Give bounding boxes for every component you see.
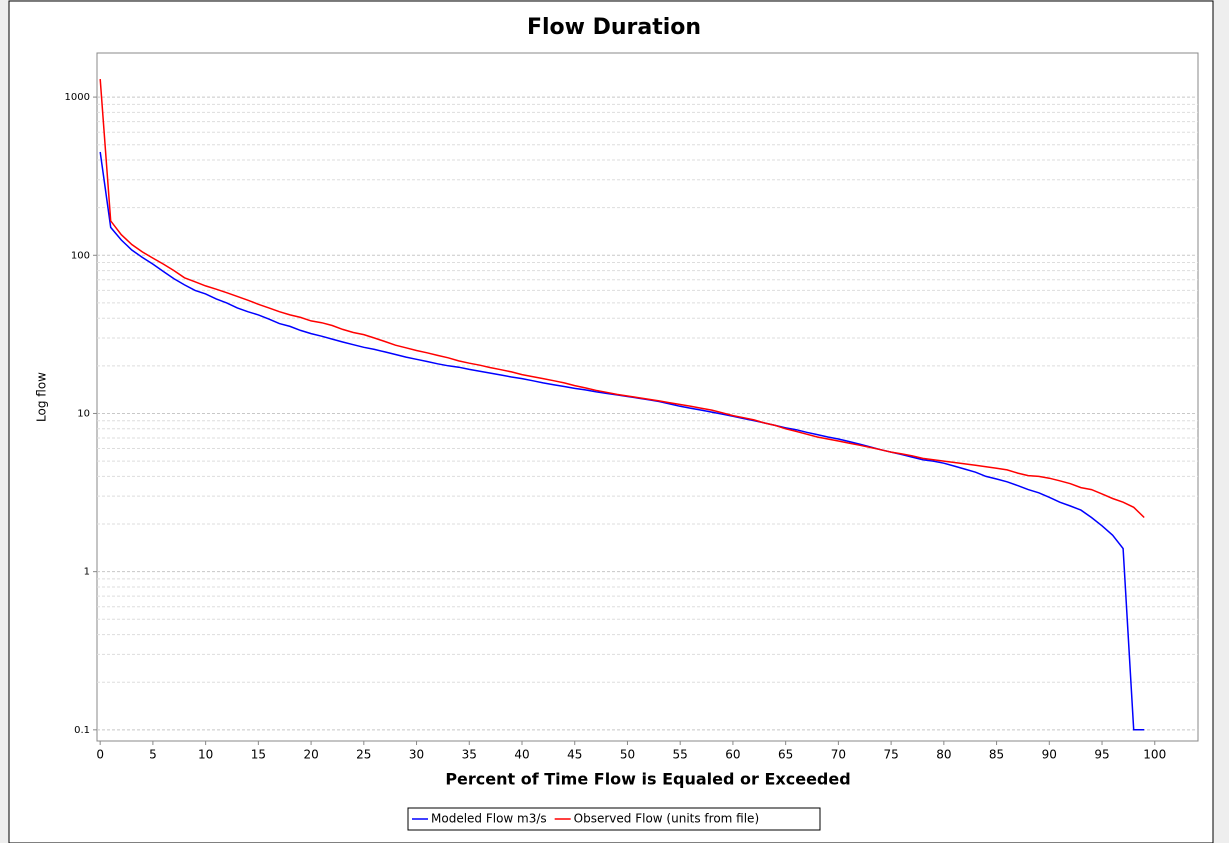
- y-tick-label: 100: [71, 250, 90, 261]
- x-tick-label: 100: [1143, 748, 1166, 762]
- legend-label: Observed Flow (units from file): [574, 812, 759, 826]
- y-tick-label: 10: [77, 408, 90, 419]
- x-tick-label: 35: [462, 748, 477, 762]
- x-tick-label: 40: [514, 748, 529, 762]
- x-tick-label: 85: [989, 748, 1004, 762]
- x-tick-label: 45: [567, 748, 582, 762]
- x-tick-label: 95: [1094, 748, 1109, 762]
- chart-title: Flow Duration: [527, 15, 701, 40]
- x-tick-label: 70: [831, 748, 846, 762]
- x-tick-label: 80: [936, 748, 951, 762]
- x-tick-label: 20: [303, 748, 318, 762]
- series-line: [99, 79, 1145, 519]
- y-tick-label: 1: [84, 567, 90, 578]
- x-tick-label: 65: [778, 748, 793, 762]
- x-tick-label: 75: [883, 748, 898, 762]
- x-tick-label: 60: [725, 748, 740, 762]
- legend-box: [407, 807, 821, 831]
- x-tick-label: 25: [356, 748, 371, 762]
- legend-label: Modeled Flow m3/s: [431, 812, 547, 826]
- x-tick-label: 55: [673, 748, 688, 762]
- x-tick-label: 90: [1042, 748, 1057, 762]
- x-tick-label: 50: [620, 748, 635, 762]
- y-tick-label: 0.1: [74, 725, 90, 736]
- x-tick-label: 30: [409, 748, 424, 762]
- plot-area: [96, 52, 1199, 742]
- y-axis-label: Log flow: [35, 372, 49, 422]
- y-tick-label: 1000: [65, 92, 90, 103]
- x-tick-label: 15: [251, 748, 266, 762]
- x-axis-label: Percent of Time Flow is Equaled or Excee…: [445, 770, 850, 789]
- x-tick-label: 10: [198, 748, 213, 762]
- legend: Modeled Flow m3/s Observed Flow (units fr…: [407, 807, 821, 831]
- x-tick-label: 5: [149, 748, 157, 762]
- x-tick-label: 0: [96, 748, 104, 762]
